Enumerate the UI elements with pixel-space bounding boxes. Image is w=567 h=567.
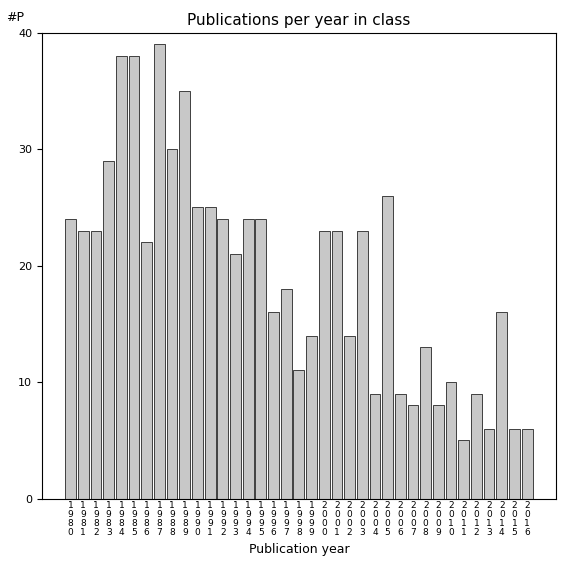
Bar: [217, 219, 228, 498]
Bar: [458, 441, 469, 498]
Bar: [116, 56, 127, 498]
Bar: [370, 393, 380, 498]
Bar: [344, 336, 355, 498]
Bar: [141, 243, 152, 498]
Bar: [522, 429, 532, 498]
Bar: [509, 429, 520, 498]
Bar: [395, 393, 406, 498]
Bar: [471, 393, 482, 498]
Bar: [294, 370, 304, 498]
Bar: [154, 44, 165, 498]
Bar: [179, 91, 190, 498]
Bar: [319, 231, 329, 498]
Bar: [256, 219, 266, 498]
Title: Publications per year in class: Publications per year in class: [187, 12, 411, 28]
Bar: [357, 231, 367, 498]
Bar: [65, 219, 76, 498]
Bar: [91, 231, 101, 498]
Bar: [243, 219, 253, 498]
Bar: [446, 382, 456, 498]
X-axis label: Publication year: Publication year: [248, 543, 349, 556]
Text: #P: #P: [6, 11, 24, 23]
Bar: [78, 231, 88, 498]
Bar: [484, 429, 494, 498]
Bar: [420, 347, 431, 498]
Bar: [306, 336, 317, 498]
Bar: [167, 149, 177, 498]
Bar: [332, 231, 342, 498]
Bar: [205, 208, 215, 498]
Bar: [281, 289, 291, 498]
Bar: [268, 312, 279, 498]
Bar: [433, 405, 444, 498]
Bar: [408, 405, 418, 498]
Bar: [103, 161, 114, 498]
Bar: [230, 254, 241, 498]
Bar: [382, 196, 393, 498]
Bar: [192, 208, 203, 498]
Bar: [496, 312, 507, 498]
Bar: [129, 56, 139, 498]
